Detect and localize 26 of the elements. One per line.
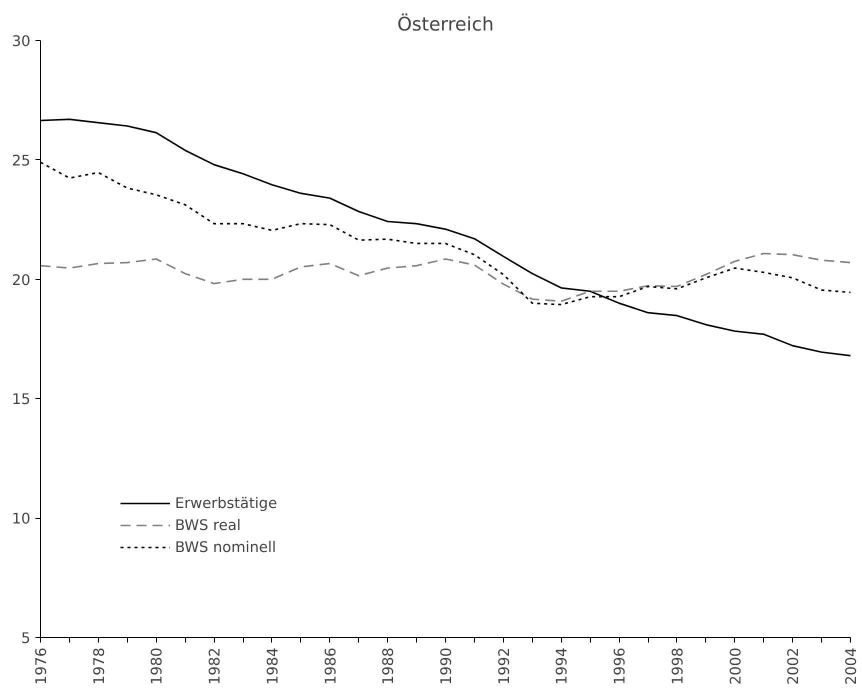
y-tick-label: 25 bbox=[12, 152, 31, 170]
x-tick-label: 1978 bbox=[90, 647, 108, 685]
x-tick-label: 1976 bbox=[33, 647, 50, 685]
x-tick-label: 1998 bbox=[669, 647, 686, 685]
y-tick-label: 30 bbox=[12, 33, 31, 50]
x-tick-label: 2002 bbox=[785, 647, 802, 685]
y-tick-label: 5 bbox=[21, 630, 31, 647]
chart-title: Österreich bbox=[397, 12, 494, 36]
x-tick-label: 1982 bbox=[206, 647, 224, 685]
legend-label: BWS real bbox=[175, 516, 241, 534]
legend-label: Erwerbstätige bbox=[175, 494, 278, 512]
y-tick-label: 15 bbox=[12, 391, 31, 408]
x-tick-label: 1986 bbox=[322, 647, 340, 685]
y-tick-label: 10 bbox=[12, 510, 31, 528]
x-tick-label: 1980 bbox=[148, 647, 166, 685]
x-tick-label: 1996 bbox=[612, 647, 629, 685]
x-tick-label: 1992 bbox=[496, 647, 513, 685]
x-tick-label: 2004 bbox=[843, 647, 860, 685]
x-tick-label: 1990 bbox=[438, 647, 455, 685]
line-series bbox=[40, 252, 850, 302]
x-tick-label: 1994 bbox=[554, 647, 571, 685]
legend-label: BWS nominell bbox=[175, 538, 276, 556]
x-tick-label: 1988 bbox=[380, 647, 398, 685]
y-tick-label: 20 bbox=[12, 272, 31, 289]
x-tick-label: 2000 bbox=[727, 647, 744, 685]
x-tick-label: 1984 bbox=[264, 647, 282, 685]
